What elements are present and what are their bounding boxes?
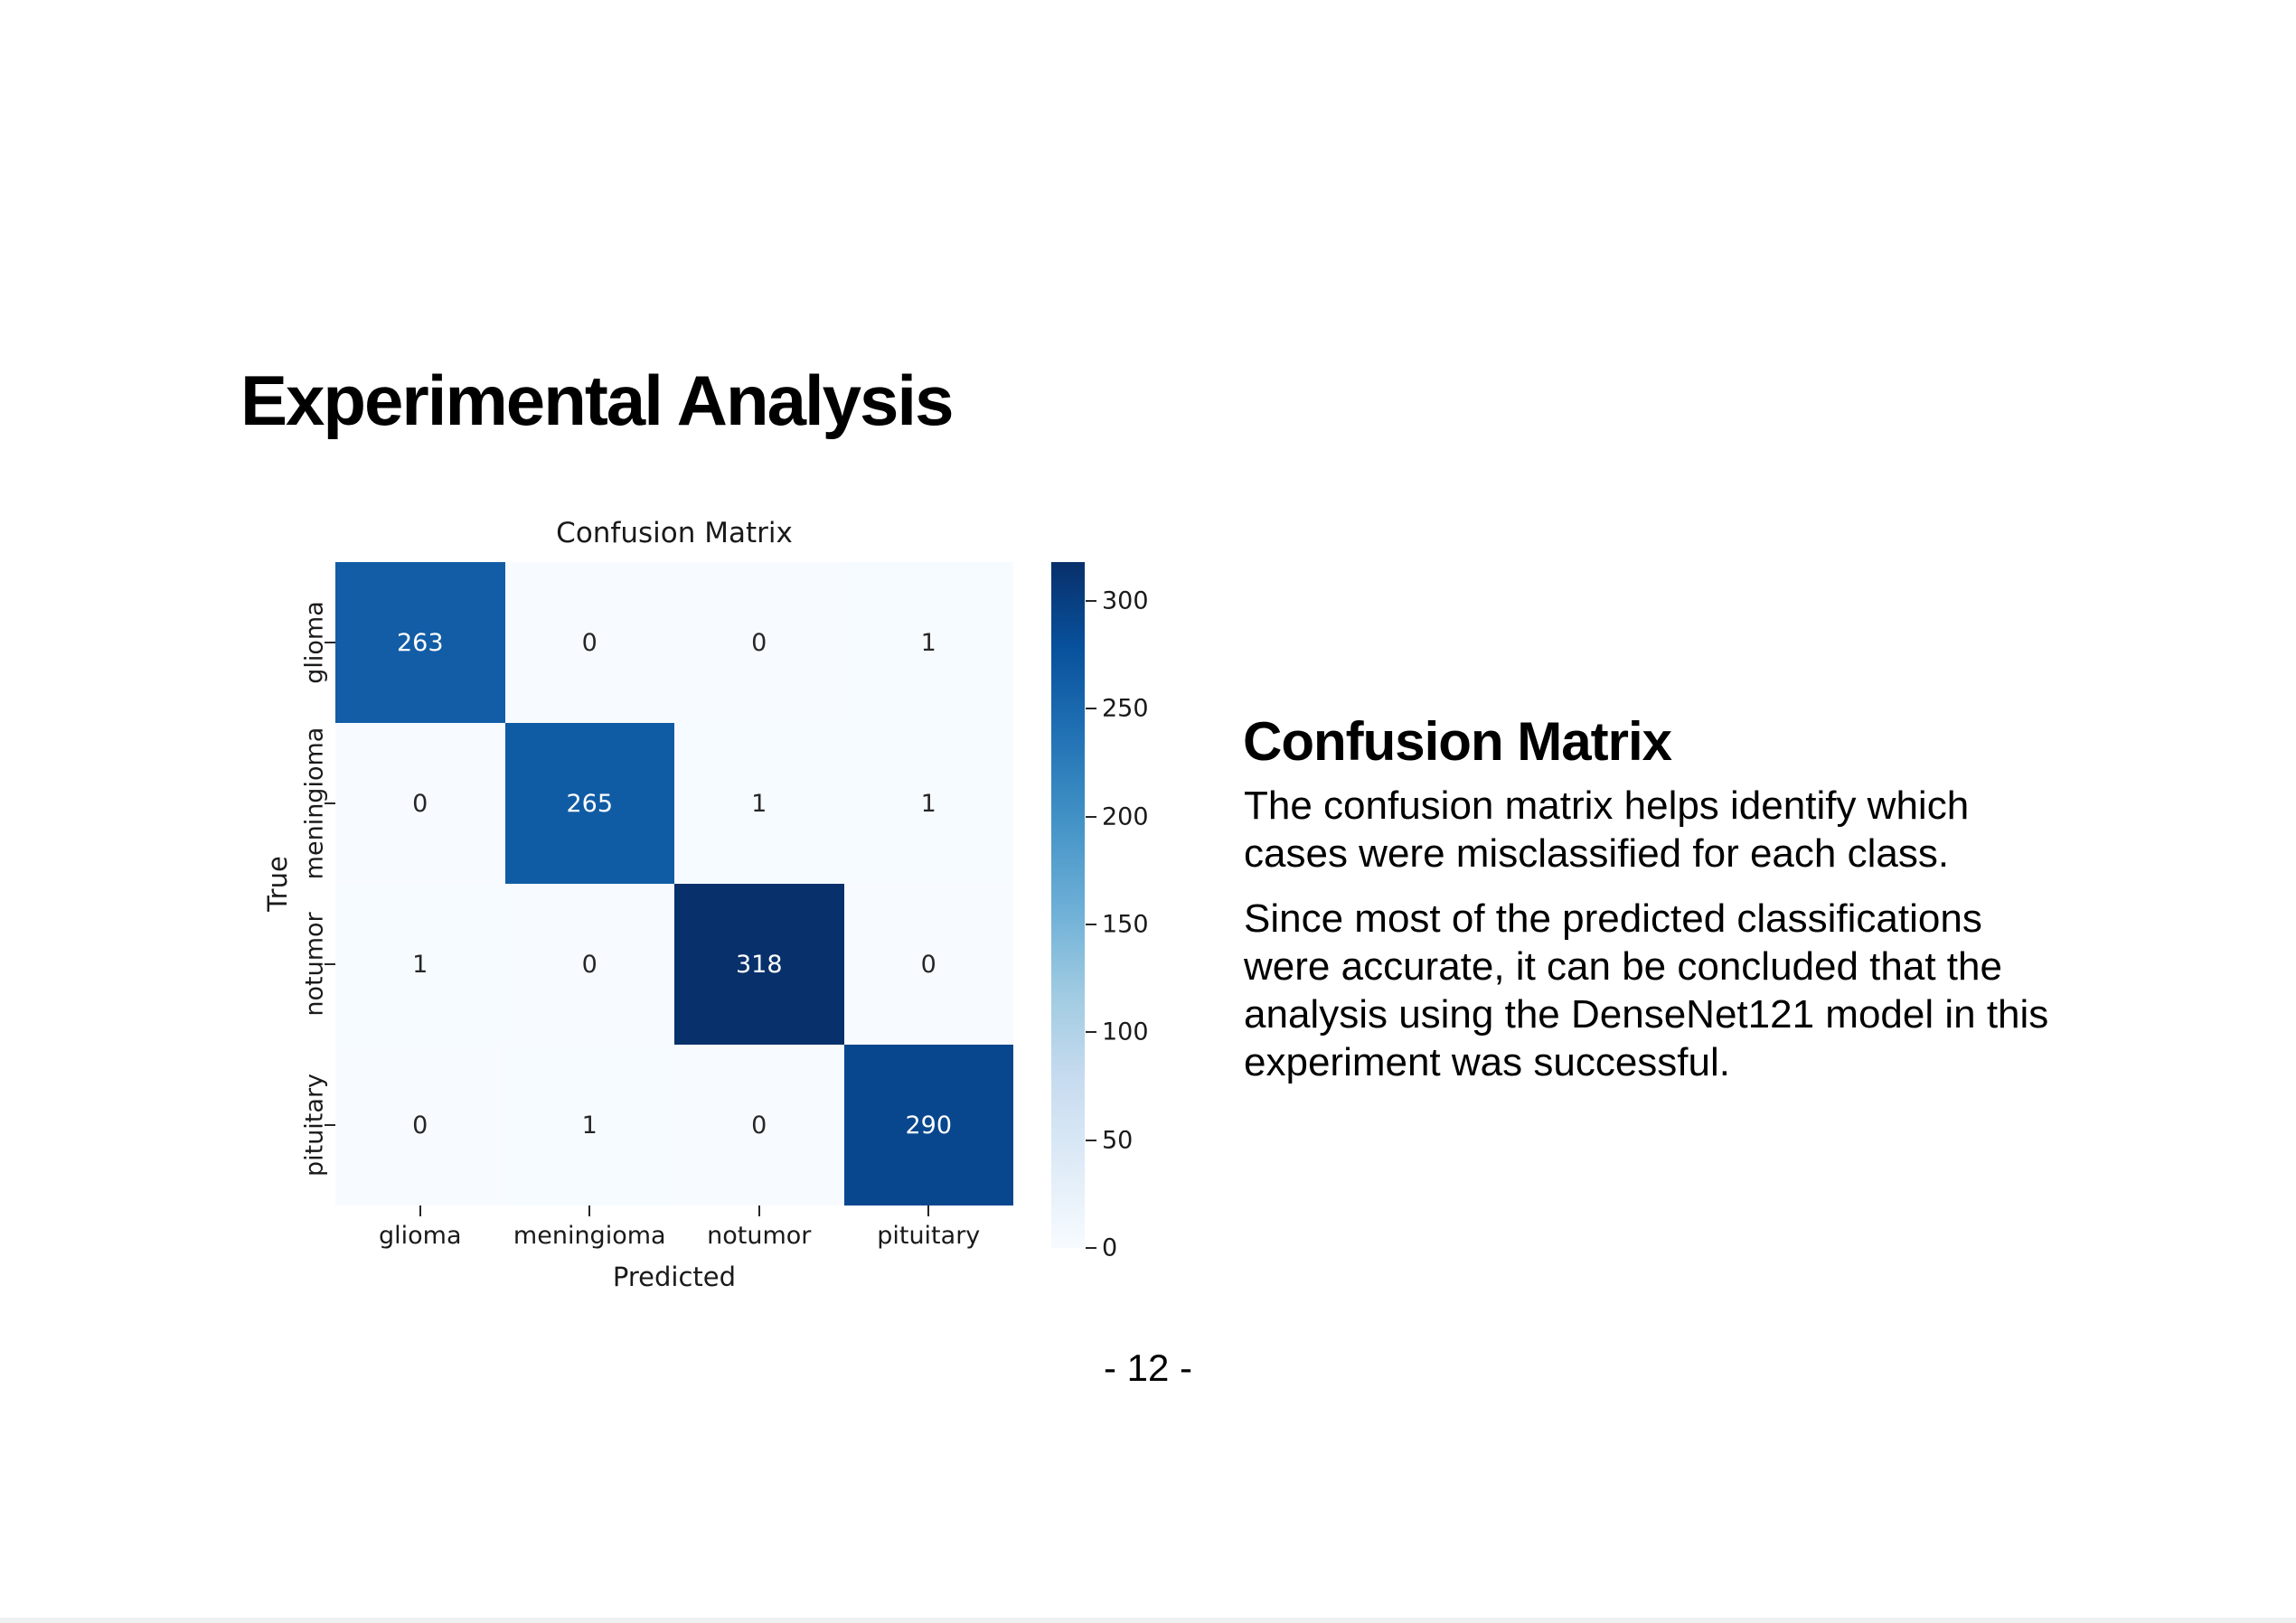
matrix-cell: 1 bbox=[504, 1045, 674, 1206]
cell-value: 290 bbox=[905, 1111, 953, 1140]
cell-value: 0 bbox=[412, 789, 428, 818]
cell-value: 318 bbox=[735, 950, 783, 979]
matrix-cell: 290 bbox=[843, 1045, 1013, 1206]
x-tick-label: notumor bbox=[707, 1222, 812, 1250]
matrix-cell: 0 bbox=[335, 723, 505, 884]
matrix-cell: 0 bbox=[335, 1045, 505, 1206]
cell-value: 0 bbox=[751, 1111, 767, 1140]
matrix-cell: 1 bbox=[843, 723, 1013, 884]
x-tick-mark bbox=[588, 1206, 591, 1216]
colorbar-tick-label: 100 bbox=[1102, 1018, 1149, 1046]
matrix-cell: 1 bbox=[335, 884, 505, 1045]
cell-value: 1 bbox=[920, 789, 936, 818]
chart-title: Confusion Matrix bbox=[556, 517, 793, 549]
matrix-cell: 0 bbox=[674, 1045, 844, 1206]
x-tick-label: pituitary bbox=[877, 1222, 981, 1250]
matrix-cell: 0 bbox=[504, 562, 674, 723]
body-line: Since most of the predicted classificati… bbox=[1244, 896, 1982, 941]
section-heading: Confusion Matrix bbox=[1243, 711, 1672, 772]
x-axis-label: Predicted bbox=[612, 1262, 737, 1292]
matrix-cell: 1 bbox=[674, 723, 844, 884]
cell-value: 265 bbox=[566, 789, 614, 818]
matrix-cell: 265 bbox=[504, 723, 674, 884]
colorbar-tick-mark bbox=[1086, 1031, 1096, 1034]
body-line: experiment was successful. bbox=[1244, 1040, 1730, 1084]
colorbar-tick-label: 50 bbox=[1102, 1126, 1134, 1155]
matrix-cell: 318 bbox=[674, 884, 844, 1045]
body-paragraph: The confusion matrix helps identify whic… bbox=[1244, 782, 1969, 877]
colorbar-tick-mark bbox=[1086, 599, 1096, 602]
colorbar-tick-mark bbox=[1086, 923, 1096, 925]
body-line: were accurate, it can be concluded that … bbox=[1244, 944, 2002, 989]
x-tick-label: glioma bbox=[378, 1222, 462, 1250]
body-line: The confusion matrix helps identify whic… bbox=[1244, 783, 1970, 828]
colorbar-tick-mark bbox=[1086, 1247, 1096, 1249]
colorbar bbox=[1051, 562, 1085, 1248]
page-number: - 12 - bbox=[1103, 1346, 1193, 1389]
colorbar-tick-label: 150 bbox=[1102, 910, 1149, 939]
slide-title: Experimental Analysis bbox=[240, 361, 954, 440]
cell-value: 263 bbox=[396, 628, 444, 657]
cell-value: 1 bbox=[412, 950, 428, 979]
colorbar-tick-mark bbox=[1086, 1139, 1096, 1141]
colorbar-tick-mark bbox=[1086, 815, 1096, 818]
colorbar-tick-label: 250 bbox=[1102, 694, 1149, 723]
matrix-cell: 263 bbox=[335, 562, 505, 723]
y-axis-label: True bbox=[262, 856, 293, 912]
cell-value: 0 bbox=[920, 950, 936, 979]
matrix-cell: 1 bbox=[843, 562, 1013, 723]
body-paragraph: Since most of the predicted classificati… bbox=[1244, 895, 2048, 1086]
cell-value: 0 bbox=[581, 628, 598, 657]
y-tick-mark bbox=[325, 642, 335, 643]
body-line: cases were misclassified for each class. bbox=[1244, 831, 1950, 876]
cell-value: 0 bbox=[581, 950, 598, 979]
colorbar-tick-label: 300 bbox=[1102, 586, 1149, 615]
y-tick-mark bbox=[325, 1124, 335, 1126]
x-tick-mark bbox=[419, 1206, 421, 1216]
cell-value: 1 bbox=[920, 628, 936, 657]
cell-value: 0 bbox=[412, 1111, 428, 1140]
x-tick-mark bbox=[757, 1206, 760, 1216]
heatmap: 263 0 0 1 0 265 1 1 1 0 318 0 0 1 0 290 bbox=[335, 562, 1013, 1206]
x-tick-mark bbox=[927, 1206, 930, 1216]
x-tick-label: meningioma bbox=[513, 1222, 666, 1250]
cell-value: 0 bbox=[751, 628, 767, 657]
colorbar-tick-label: 0 bbox=[1102, 1234, 1118, 1262]
y-tick-mark bbox=[325, 963, 335, 965]
matrix-cell: 0 bbox=[674, 562, 844, 723]
cell-value: 1 bbox=[581, 1111, 598, 1140]
matrix-cell: 0 bbox=[843, 884, 1013, 1045]
colorbar-tick-label: 200 bbox=[1102, 802, 1149, 831]
bottom-edge-strip bbox=[0, 1618, 2296, 1623]
body-line: analysis using the DenseNet121 model in … bbox=[1244, 992, 2049, 1037]
cell-value: 1 bbox=[751, 789, 767, 818]
colorbar-tick-mark bbox=[1086, 708, 1096, 710]
matrix-cell: 0 bbox=[504, 884, 674, 1045]
y-tick-mark bbox=[325, 802, 335, 804]
